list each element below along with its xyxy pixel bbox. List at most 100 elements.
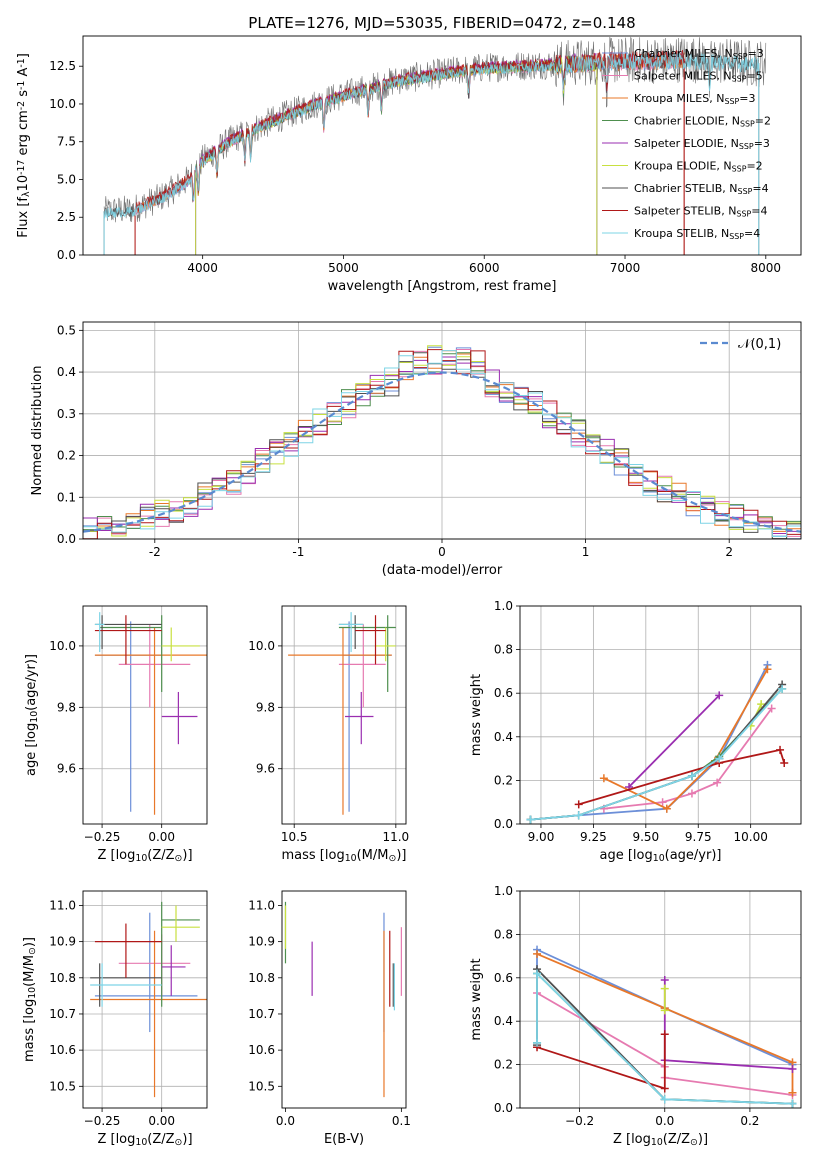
x-tick-label: 9.50 [632,830,659,844]
weight-marker [767,704,776,713]
axes-frame [82,890,208,1109]
y-tick-label: 10.7 [49,1007,76,1021]
y-axis-label: mass weight [469,674,484,756]
model-spectrum-8 [103,51,759,220]
weight-marker [713,778,722,787]
weight-marker [778,684,787,693]
figure-title: PLATE=1276, MJD=53035, FIBERID=0472, z=0… [248,14,635,32]
x-tick-label: 0.0 [655,1114,674,1128]
y-tick-label: 0.5 [57,323,76,337]
panel-residual_hist: -2 -1 0 1 2 0.0 0.1 0.2 0.3 0.4 0.5 (data-model)/er… [30,321,802,578]
x-tick-label: −0.25 [84,1114,121,1128]
y-tick-label: 10.6 [49,1043,76,1057]
legend-entry: Chabrier STELIB, NSSP=4 [634,182,769,196]
x-tick-label: 10.00 [733,830,767,844]
legend-entry: Salpeter STELIB, NSSP=4 [634,205,767,219]
weight-marker [788,1088,797,1097]
axes-frame [281,890,407,1109]
legend-entry: Salpeter ELODIE, NSSP=3 [634,137,770,151]
legend-entry: 𝒩(0,1) [738,337,781,352]
x-axis-label: E(B-V) [324,1132,364,1147]
plot-area-mass_vs_Z [90,901,207,1098]
y-tick-label: 0.2 [57,449,76,463]
y-tick-label: 10.0 [49,639,76,653]
weight-marker [788,1064,797,1073]
y-tick-label: 2.5 [57,210,76,224]
x-tick-label: 4000 [187,261,218,275]
x-axis-label: (data-model)/error [382,563,503,578]
axes-frame [519,605,802,825]
weight-marker [574,811,583,820]
x-tick-label: 10.5 [281,830,308,844]
weight-marker [660,1084,669,1093]
panel-age_vs_Z: −0.25 0.00 9.6 9.8 10.0 Z [log10(Z/Z⊙)] age [l… [24,605,208,864]
weight-marker [574,800,583,809]
y-tick-label: 10.5 [49,1079,76,1093]
x-tick-label: 0 [438,545,446,559]
y-tick-label: 0.4 [57,365,76,379]
panel-weight_vs_age: 9.00 9.25 9.50 9.75 10.00 0.0 0.2 0.4 0.6 0.8 1.0 a… [469,599,802,864]
normal-curve [83,371,801,533]
x-axis-label: Z [log10(Z/Z⊙)] [613,1132,708,1148]
weight-line-6 [530,683,783,821]
y-tick-label: 0.1 [57,490,76,504]
x-tick-label: 9.25 [580,830,607,844]
weight-line-7 [578,748,786,806]
axes-frame [82,35,802,256]
x-tick-label: 6000 [469,261,500,275]
x-tick-label: 9.75 [685,830,712,844]
y-tick-label: 0.0 [494,1101,513,1115]
weight-marker [660,984,669,993]
legend-entry: Chabrier ELODIE, NSSP=2 [634,115,771,129]
y-tick-label: 1.0 [494,884,513,898]
histogram-6 [83,352,801,539]
y-tick-label: 10.8 [49,971,76,985]
histogram-8 [83,350,801,537]
axes-frame [519,890,802,1109]
y-tick-label: 10.9 [248,935,275,949]
y-axis-label: Normed distribution [30,366,45,496]
weight-marker [660,1006,669,1015]
y-axis-label: Flux [fλ10-17 erg cm-2 s-1 A-1] [16,53,32,238]
x-tick-label: 11.0 [382,830,409,844]
weight-line-2 [536,953,794,1093]
x-axis-label: wavelength [Angstrom, rest frame] [328,279,557,294]
weight-marker [599,774,608,783]
weight-marker [687,772,696,781]
x-tick-label: 5000 [328,261,359,275]
panel-mass_vs_Z: −0.25 0.00 10.5 10.6 10.7 10.8 10.9 11.0 Z [log1… [22,890,208,1148]
y-tick-label: 10.8 [248,971,275,985]
plot-area-weight_vs_Z [533,945,797,1108]
y-tick-label: 9.6 [57,762,76,776]
y-tick-label: 9.8 [57,700,76,714]
weight-line-2 [603,668,769,810]
y-tick-label: 0.2 [494,773,513,787]
grid-age_vs_mass [282,606,406,824]
x-tick-label: -2 [149,545,161,559]
weight-marker [776,745,785,754]
y-tick-label: 12.5 [49,59,76,73]
y-tick-label: 11.0 [248,898,275,912]
y-tick-label: 0.4 [494,1014,513,1028]
y-tick-label: 10.0 [248,639,275,653]
x-tick-label: 0.00 [148,1114,175,1128]
legend-entry: Kroupa ELODIE, NSSP=2 [634,160,763,174]
y-axis-label: age [log10(age/yr)] [24,654,40,776]
weight-line-4 [628,694,720,788]
weight-marker [658,798,667,807]
weight-line-8 [536,971,793,1105]
legend-entry: Chabrier MILES, NSSP=3 [634,47,764,61]
x-tick-label: 2 [725,545,733,559]
weight-marker [662,804,671,813]
y-tick-label: 10.6 [248,1043,275,1057]
x-axis-label: Z [log10(Z/Z⊙)] [97,848,192,864]
y-tick-label: 0.6 [494,971,513,985]
legend-entry: Kroupa MILES, NSSP=3 [634,92,755,106]
weight-marker [687,789,696,798]
legend-entry: Kroupa STELIB, NSSP=4 [634,227,760,241]
panel-weight_vs_Z: −0.2 0.0 0.2 0.0 0.2 0.4 0.6 0.8 1.0 Z [log10(Z/Z… [469,884,802,1148]
weight-marker [660,1095,669,1104]
plot-area-age_vs_Z [94,612,207,815]
x-tick-label: 9.00 [528,830,555,844]
